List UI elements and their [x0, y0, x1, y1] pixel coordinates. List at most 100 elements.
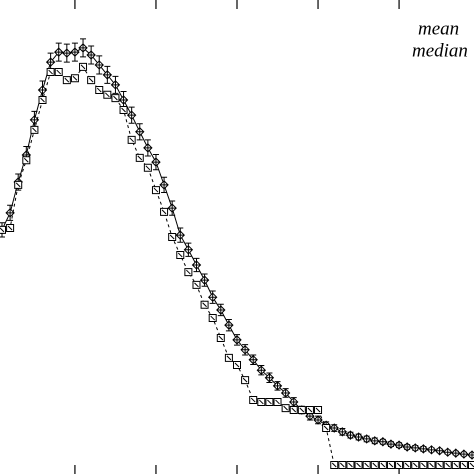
marker [273, 397, 282, 406]
marker [467, 450, 474, 460]
marker [289, 397, 299, 407]
marker [224, 353, 233, 362]
marker [418, 444, 429, 454]
marker [6, 223, 15, 232]
marker [370, 436, 380, 446]
marker [87, 76, 96, 85]
marker [410, 443, 420, 453]
marker [183, 245, 194, 255]
marker [272, 381, 283, 391]
marker [241, 376, 250, 385]
marker [191, 260, 202, 270]
marker [38, 96, 47, 105]
marker [22, 156, 31, 165]
marker [386, 439, 396, 449]
marker [232, 335, 242, 345]
marker [256, 365, 267, 375]
marker [240, 345, 250, 355]
marker [345, 430, 356, 440]
marker [70, 74, 79, 83]
marker [192, 280, 201, 289]
marker [160, 207, 169, 216]
series-line [1, 65, 472, 466]
marker [370, 460, 379, 469]
marker [329, 423, 339, 433]
marker [281, 404, 290, 413]
marker [354, 460, 363, 469]
marker [184, 268, 193, 277]
marker [29, 115, 40, 125]
marker [14, 180, 23, 189]
marker [200, 300, 209, 309]
marker [199, 275, 210, 285]
marker [297, 406, 306, 415]
marker [151, 186, 160, 195]
marker [45, 57, 56, 67]
marker [346, 460, 355, 469]
marker [79, 62, 88, 71]
marker [426, 445, 437, 455]
marker [314, 406, 323, 415]
marker [30, 125, 39, 134]
marker [411, 460, 420, 469]
marker [265, 397, 274, 406]
marker [459, 460, 468, 469]
marker [159, 180, 169, 190]
marker [427, 460, 436, 469]
marker [216, 305, 226, 315]
marker [338, 460, 347, 469]
marker [103, 90, 112, 99]
marker [216, 333, 225, 342]
marker [402, 442, 412, 452]
marker [119, 105, 128, 114]
marker [62, 76, 71, 85]
marker [378, 437, 388, 447]
marker [442, 447, 453, 457]
marker [5, 208, 15, 218]
marker [386, 460, 395, 469]
marker [151, 157, 161, 167]
marker [395, 460, 404, 469]
marker [403, 460, 412, 469]
marker [176, 251, 185, 260]
marker [168, 233, 177, 241]
marker [289, 406, 298, 415]
marker [143, 143, 153, 153]
marker [111, 94, 120, 103]
marker [135, 153, 144, 162]
marker [434, 446, 445, 456]
marker [118, 95, 129, 105]
marker [459, 449, 469, 459]
marker [264, 373, 275, 383]
marker [95, 86, 104, 95]
marker [208, 314, 217, 323]
marker [305, 406, 314, 415]
marker [110, 80, 121, 90]
marker [46, 68, 55, 77]
legend-label: median [412, 40, 468, 61]
marker [126, 110, 137, 120]
marker [54, 47, 64, 57]
marker [54, 68, 63, 77]
marker [167, 203, 177, 213]
marker [224, 320, 234, 330]
marker [337, 427, 348, 437]
marker [322, 424, 331, 433]
marker [143, 163, 152, 172]
marker [394, 440, 404, 450]
marker [280, 388, 291, 398]
marker [94, 60, 104, 70]
legend: mean median [412, 18, 468, 61]
marker [102, 70, 113, 80]
marker [86, 50, 96, 60]
marker [62, 48, 72, 58]
marker [443, 460, 452, 469]
legend-label: mean [418, 18, 459, 39]
marker [330, 460, 339, 469]
marker [468, 460, 474, 469]
marker [0, 225, 6, 234]
marker [175, 230, 185, 240]
marker [419, 460, 428, 469]
series-line [1, 47, 473, 456]
